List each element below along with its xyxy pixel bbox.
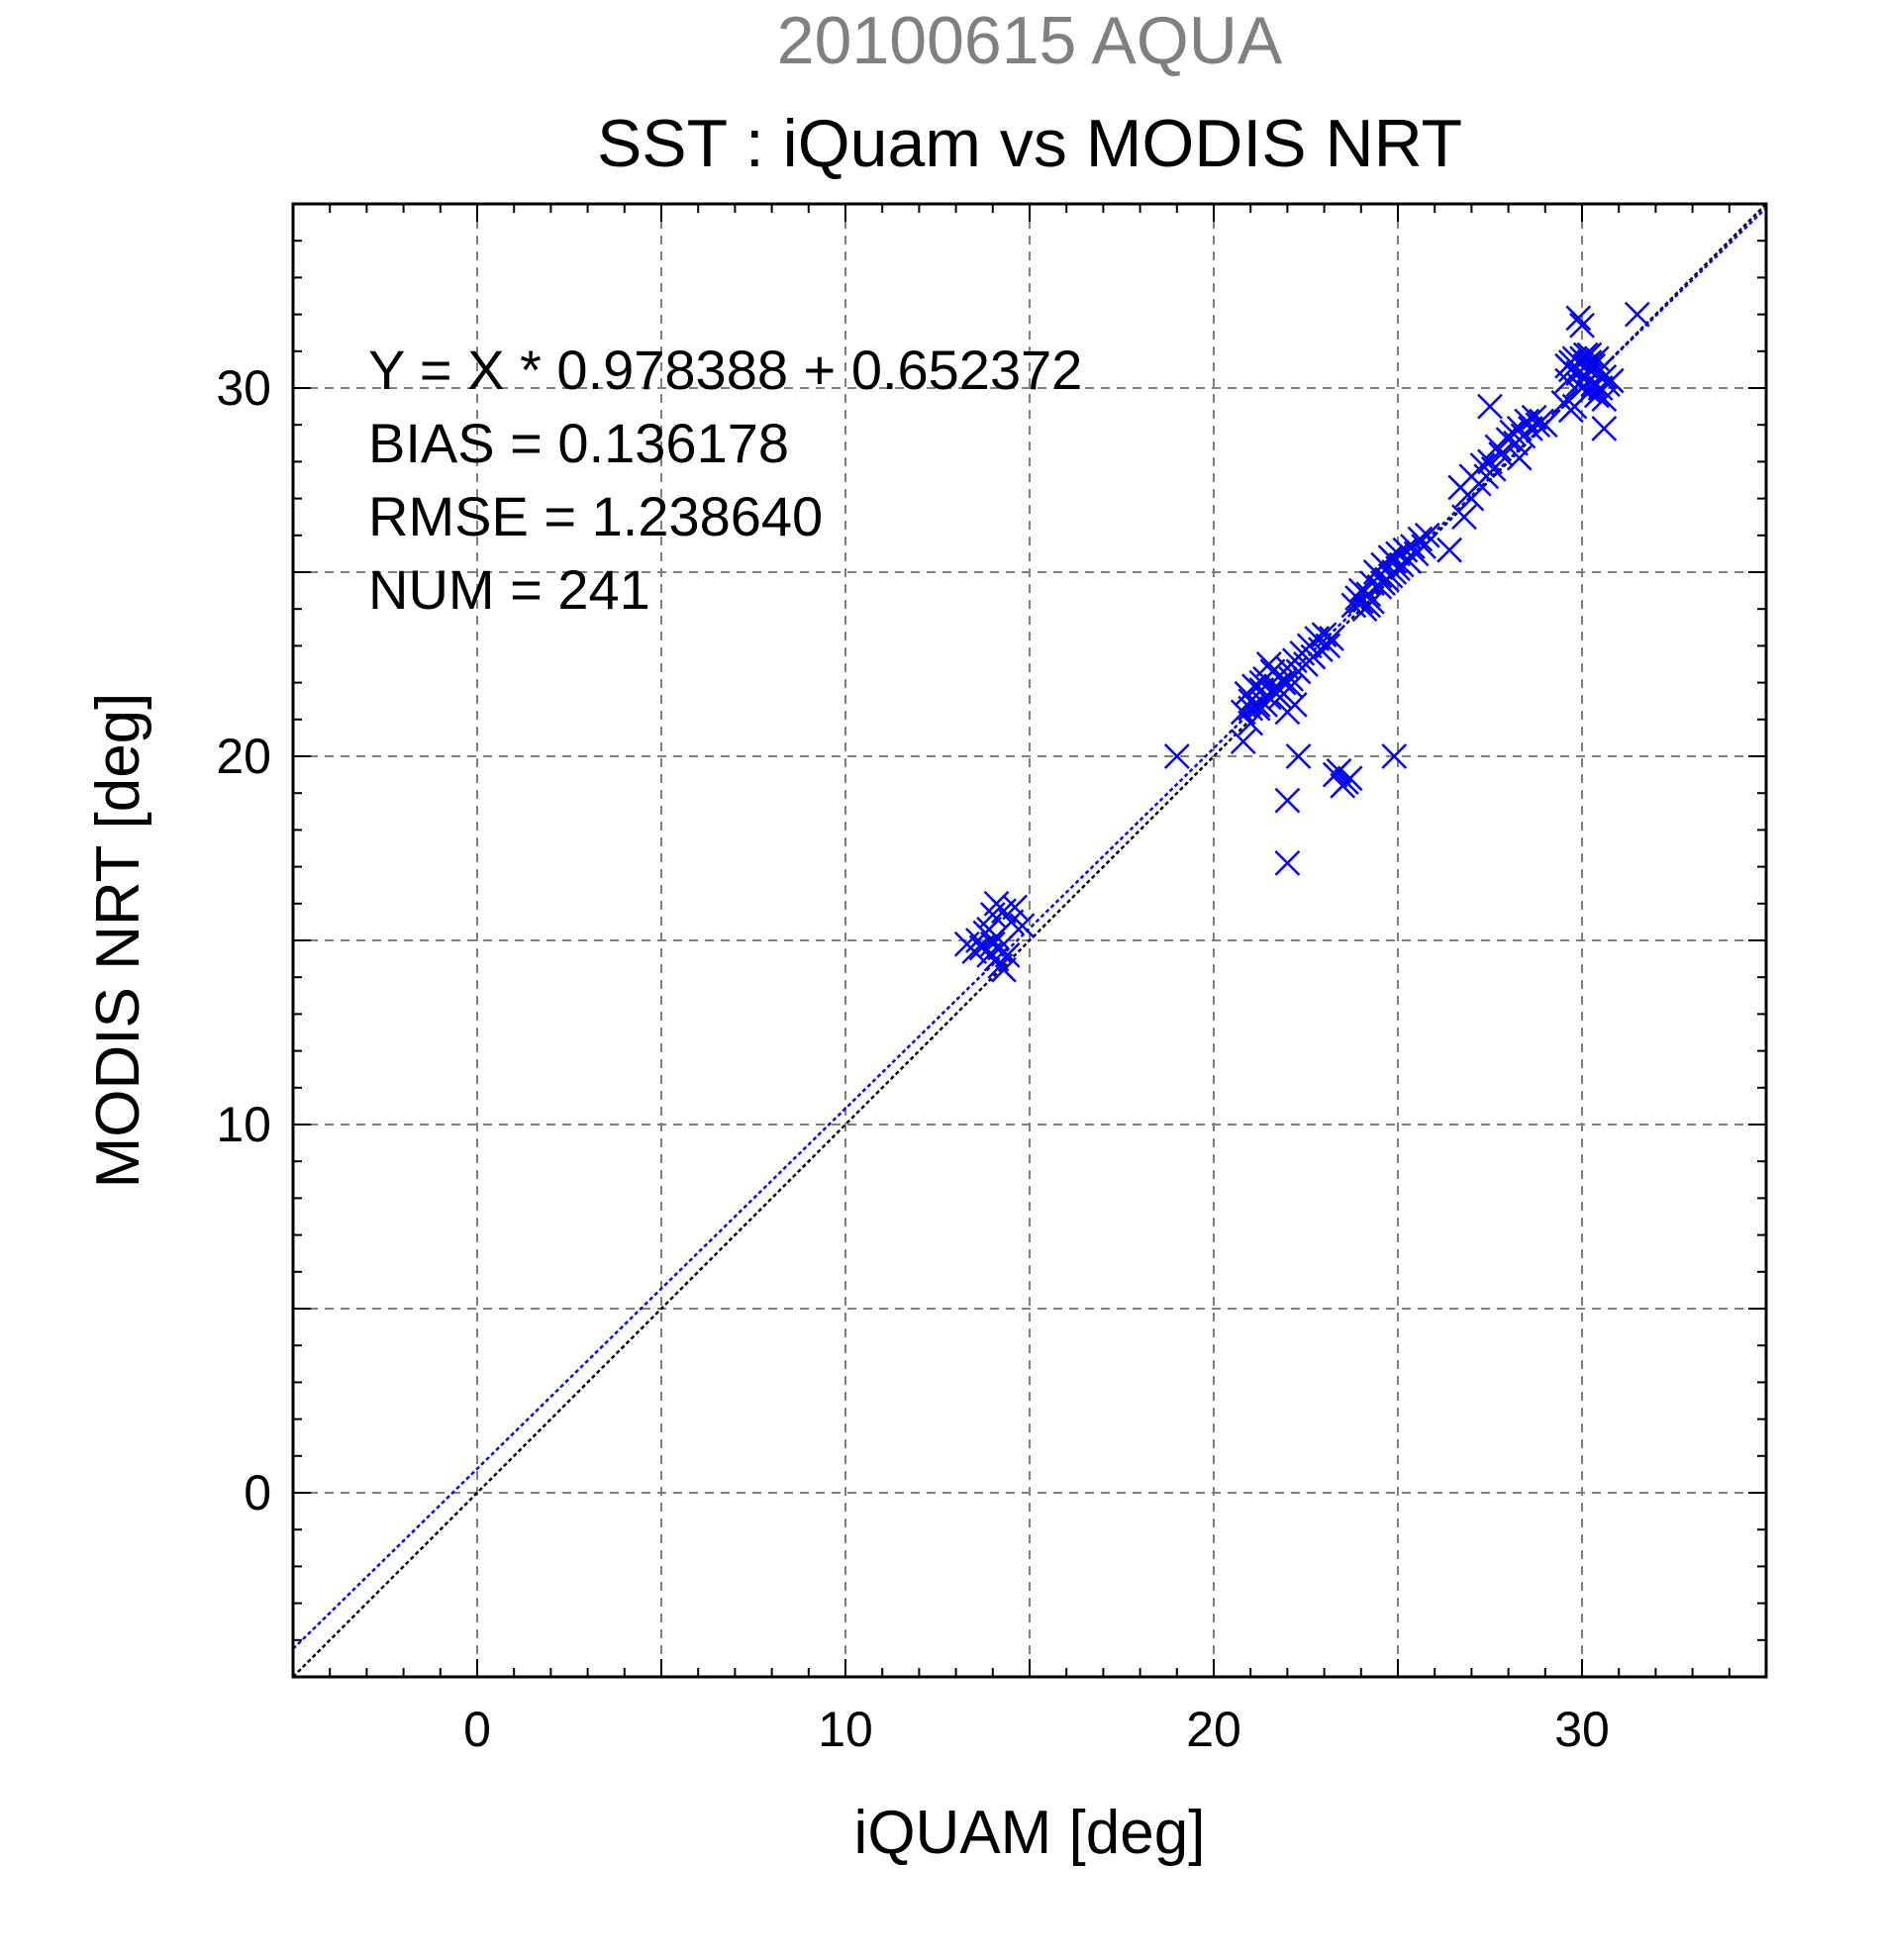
- data-point: [1477, 393, 1503, 420]
- x-tick-label: 30: [1554, 1702, 1610, 1757]
- data-point: [1484, 434, 1511, 460]
- data-point: [1252, 692, 1278, 718]
- data-point: [1278, 673, 1305, 700]
- plot-frame: [291, 202, 1768, 1679]
- data-point: [1477, 448, 1503, 475]
- data-point: [1591, 363, 1618, 390]
- data-point: [1330, 772, 1356, 799]
- data-point: [1572, 352, 1599, 379]
- data-point: [1238, 695, 1264, 722]
- fit-line: [292, 206, 1767, 1650]
- data-point: [1377, 562, 1404, 589]
- fit-statistics: Y = X * 0.978388 + 0.652372 BIAS = 0.136…: [368, 339, 1082, 621]
- data-point: [1458, 485, 1485, 512]
- data-point: [1591, 416, 1618, 441]
- chart-subtitle: SST : iQuam vs MODIS NRT: [597, 106, 1462, 181]
- tick-labels: 0 10 20 30 0 10 20 30: [216, 360, 1609, 1757]
- x-axis-label: iQUAM [deg]: [854, 1799, 1206, 1867]
- data-point: [1326, 757, 1352, 784]
- data-point: [1583, 360, 1610, 387]
- data-point: [1436, 537, 1462, 563]
- stat-num: NUM = 241: [368, 558, 650, 621]
- data-point: [1561, 393, 1588, 420]
- stat-rmse: RMSE = 1.238640: [368, 485, 823, 547]
- data-point: [1506, 444, 1533, 471]
- data-point: [1285, 743, 1312, 769]
- data-point: [1407, 526, 1434, 552]
- data-point: [1624, 301, 1650, 328]
- x-tick-label: 0: [463, 1702, 491, 1757]
- data-point: [991, 956, 1017, 983]
- data-point: [1248, 669, 1275, 696]
- data-point: [1355, 592, 1382, 619]
- y-tick-label: 20: [216, 729, 271, 784]
- data-point: [1274, 787, 1301, 814]
- data-point: [1569, 312, 1595, 339]
- data-point: [1270, 669, 1297, 696]
- x-tick-label: 10: [818, 1702, 873, 1757]
- data-point: [1414, 522, 1440, 548]
- data-point: [1315, 633, 1341, 659]
- x-tick-label: 20: [1186, 1702, 1241, 1757]
- data-point: [1255, 651, 1282, 677]
- data-point: [1591, 386, 1618, 413]
- data-point: [1381, 743, 1408, 769]
- data-point: [1319, 626, 1344, 651]
- stat-fit-equation: Y = X * 0.978388 + 0.652372: [368, 339, 1082, 401]
- y-axis-label: MODIS NRT [deg]: [84, 693, 152, 1189]
- data-point: [1557, 349, 1584, 375]
- data-point: [1521, 404, 1547, 431]
- chart-title: 20100615 AQUA: [777, 3, 1283, 78]
- data-point: [1347, 588, 1374, 615]
- data-point: [1163, 743, 1190, 769]
- data-point: [1532, 412, 1558, 439]
- data-point: [976, 916, 1002, 942]
- data-point: [1230, 729, 1256, 755]
- data-points: [953, 301, 1650, 983]
- stat-bias: BIAS = 0.136178: [368, 412, 789, 474]
- data-point: [979, 931, 1006, 957]
- data-point: [1480, 455, 1507, 482]
- data-point: [1002, 894, 1029, 921]
- data-point: [1598, 367, 1625, 394]
- y-tick-label: 10: [216, 1097, 271, 1152]
- data-point: [1565, 371, 1592, 398]
- y-tick-label: 0: [244, 1465, 271, 1520]
- y-tick-label: 30: [216, 360, 271, 416]
- data-point: [1274, 849, 1301, 876]
- data-point: [1565, 305, 1592, 332]
- data-point: [1451, 504, 1477, 531]
- grid: [293, 204, 1766, 1677]
- data-point: [1009, 913, 1036, 939]
- data-point: [1381, 547, 1408, 574]
